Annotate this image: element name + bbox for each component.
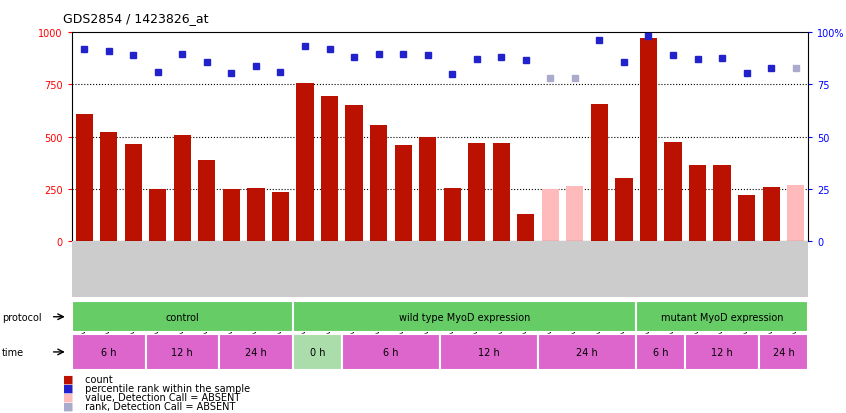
Bar — [566, 186, 584, 242]
Text: 6 h: 6 h — [653, 347, 668, 357]
Bar — [636, 301, 808, 332]
Text: 24 h: 24 h — [245, 347, 266, 357]
Text: 6 h: 6 h — [101, 347, 117, 357]
Text: ■: ■ — [63, 401, 74, 411]
Bar — [541, 190, 559, 242]
Bar — [394, 146, 412, 242]
Text: 12 h: 12 h — [172, 347, 193, 357]
Bar — [591, 105, 608, 242]
Bar — [440, 335, 538, 370]
Bar — [293, 301, 636, 332]
Bar — [517, 214, 535, 242]
Bar — [492, 144, 510, 242]
Bar — [345, 106, 363, 242]
Text: percentile rank within the sample: percentile rank within the sample — [82, 383, 250, 393]
Text: protocol: protocol — [2, 312, 41, 322]
Bar — [762, 188, 780, 242]
Bar — [636, 335, 685, 370]
Bar — [272, 192, 289, 242]
Bar — [443, 188, 461, 242]
Text: ■: ■ — [63, 392, 74, 402]
Bar — [293, 335, 342, 370]
Bar — [689, 166, 706, 242]
Text: count: count — [82, 374, 113, 384]
Text: wild type MyoD expression: wild type MyoD expression — [398, 312, 530, 322]
Bar — [759, 335, 808, 370]
Bar — [615, 179, 633, 242]
Bar — [198, 160, 216, 242]
Bar — [370, 126, 387, 242]
Text: ■: ■ — [63, 383, 74, 393]
Bar — [146, 335, 219, 370]
Bar — [100, 133, 118, 242]
Bar — [321, 97, 338, 242]
Text: 0 h: 0 h — [310, 347, 325, 357]
Text: ■: ■ — [63, 374, 74, 384]
Text: 12 h: 12 h — [478, 347, 500, 357]
Bar — [342, 335, 440, 370]
Text: 24 h: 24 h — [772, 347, 794, 357]
Bar — [124, 145, 142, 242]
Bar — [685, 335, 759, 370]
Text: time: time — [2, 347, 24, 357]
Bar — [419, 137, 437, 242]
Text: 24 h: 24 h — [576, 347, 598, 357]
Bar — [222, 190, 240, 242]
Bar — [738, 196, 755, 242]
Bar — [468, 144, 486, 242]
Bar — [149, 190, 167, 242]
Bar — [713, 166, 731, 242]
Bar — [538, 335, 636, 370]
Bar — [247, 188, 265, 242]
Bar — [787, 185, 805, 242]
Bar — [219, 335, 293, 370]
Text: value, Detection Call = ABSENT: value, Detection Call = ABSENT — [82, 392, 240, 402]
Text: control: control — [166, 312, 199, 322]
Bar — [296, 84, 314, 242]
Bar — [664, 142, 682, 242]
Bar — [640, 39, 657, 242]
Bar — [72, 301, 293, 332]
Text: GDS2854 / 1423826_at: GDS2854 / 1423826_at — [63, 12, 209, 25]
Text: mutant MyoD expression: mutant MyoD expression — [661, 312, 783, 322]
Text: 12 h: 12 h — [711, 347, 733, 357]
Text: rank, Detection Call = ABSENT: rank, Detection Call = ABSENT — [82, 401, 235, 411]
Bar — [75, 114, 93, 242]
Text: 6 h: 6 h — [383, 347, 398, 357]
Bar — [173, 135, 191, 242]
Bar — [72, 335, 146, 370]
